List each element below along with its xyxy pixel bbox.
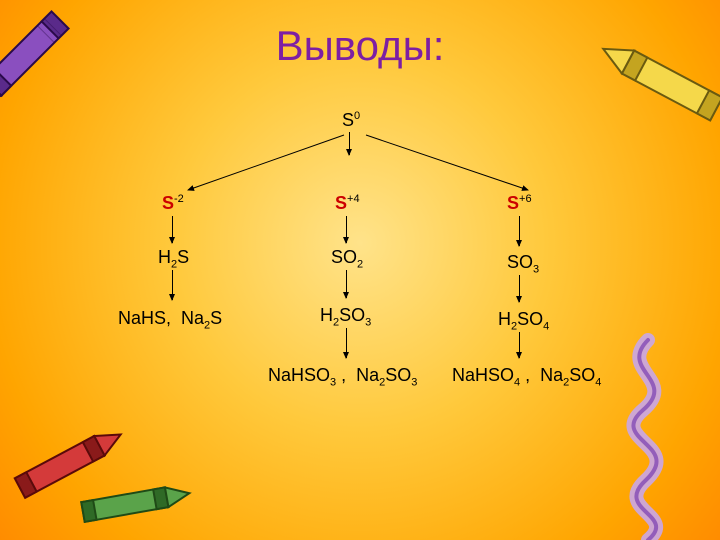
node-s-plus-4: S+4 <box>335 193 360 214</box>
arrow <box>346 216 347 243</box>
sup: +4 <box>347 193 360 205</box>
crayon-yellow-icon <box>588 0 720 152</box>
node-nahso3: NaHSO3 , Na2SO3 <box>268 365 417 389</box>
node-h2so3: H2SO3 <box>320 305 371 329</box>
node-nahs: NaHS, Na2S <box>118 308 222 332</box>
crayon-purple-icon <box>0 0 140 140</box>
slide: Выводы: S0 S-2 H2S NaHS, Na2S S+4 SO2 H2… <box>0 0 720 540</box>
ribbon-icon <box>588 330 720 540</box>
arrow <box>172 216 173 243</box>
node-nahso4: NaHSO4 , Na2SO4 <box>452 365 601 389</box>
crayon-green-icon <box>58 470 238 540</box>
arrow <box>346 270 347 298</box>
node-so2: SO2 <box>331 247 363 271</box>
node-so3: SO3 <box>507 252 539 276</box>
sup: -2 <box>174 193 184 205</box>
arrow <box>346 328 347 358</box>
node-h2s: H2S <box>158 247 189 271</box>
node-s-plus-6: S+6 <box>507 193 532 214</box>
arrow <box>519 332 520 358</box>
arrow <box>172 270 173 300</box>
arrow <box>349 132 350 155</box>
arrow <box>519 216 520 246</box>
arrow <box>519 275 520 302</box>
node-h2so4: H2SO4 <box>498 309 549 333</box>
node-s-minus-2: S-2 <box>162 193 184 214</box>
sup: +6 <box>519 193 532 205</box>
